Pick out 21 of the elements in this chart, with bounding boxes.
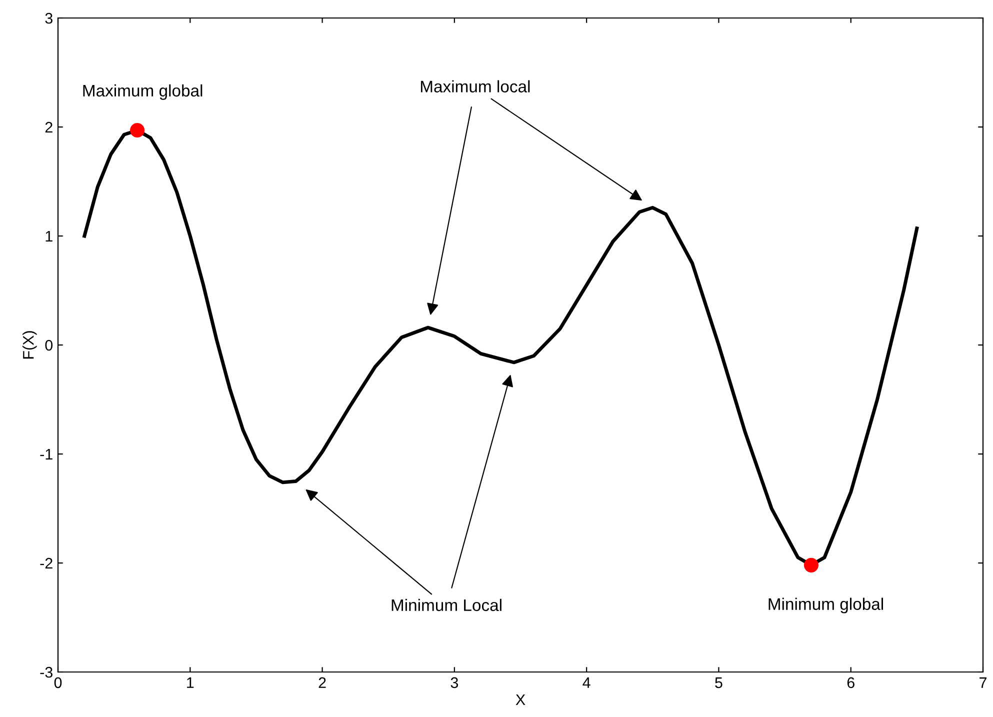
y-tick-label: 0 — [45, 340, 53, 351]
x-tick-label: 5 — [715, 677, 722, 688]
x-tick-label: 3 — [450, 677, 458, 688]
y-tick-label: -2 — [40, 558, 52, 569]
y-tick-label: 1 — [46, 231, 52, 242]
x-tick-label: 7 — [980, 677, 986, 688]
x-tick-label: 1 — [187, 677, 194, 688]
annotation: Maximum local — [420, 80, 530, 92]
x-tick-label: 0 — [54, 677, 62, 688]
x-tick-label: 6 — [847, 677, 854, 688]
y-axis-title: F(X) — [22, 331, 37, 359]
x-tick-label: 4 — [582, 677, 590, 688]
y-tick-label: 2 — [45, 122, 52, 133]
x-tick-label: 2 — [318, 677, 326, 688]
annotation: Minimum global — [768, 598, 883, 614]
annotation: Minimum Local — [392, 598, 502, 612]
y-tick-label: -1 — [40, 449, 52, 460]
y-tick-label: 3 — [45, 12, 52, 24]
x-axis-title: X — [516, 694, 526, 705]
annotation: Maximum global — [83, 84, 202, 100]
y-tick-label: -3 — [40, 666, 52, 678]
